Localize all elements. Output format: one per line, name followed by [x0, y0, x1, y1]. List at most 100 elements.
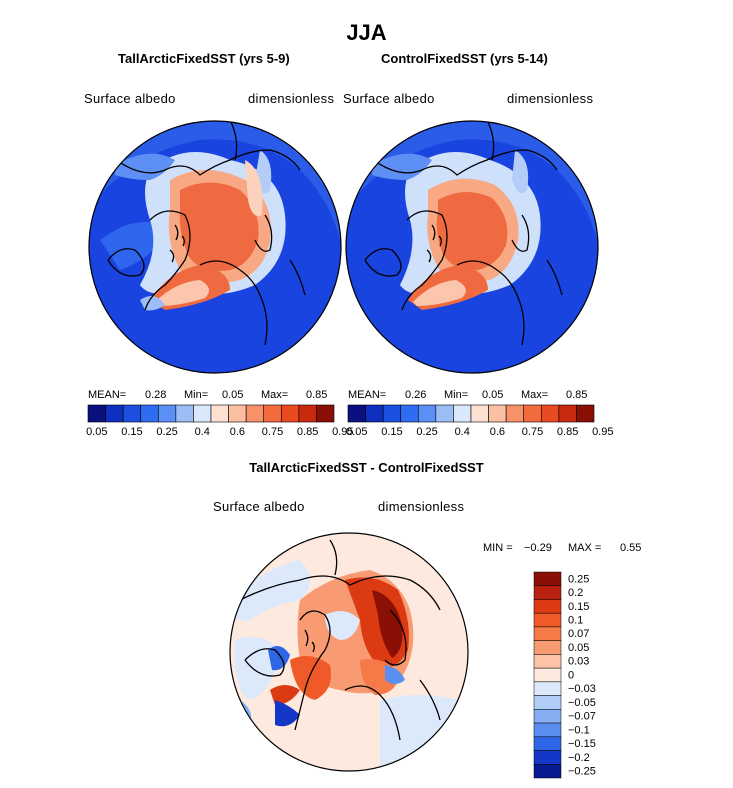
difference-colorbar-swatch — [533, 612, 562, 628]
colorbar-left-tick-label: 0.15 — [121, 426, 142, 438]
right-min-label: Min= — [444, 389, 469, 401]
difference-colorbar-swatch — [533, 681, 562, 696]
difference-colorbar-label: 0.03 — [568, 656, 589, 668]
colorbar-left-swatch — [175, 404, 194, 423]
figure-title: JJA — [346, 20, 387, 45]
difference-colorbar-label: −0.1 — [568, 724, 590, 736]
difference-colorbar-swatch — [533, 709, 562, 724]
colorbar-left-swatch — [87, 404, 106, 423]
panel-left-field: Surface albedo — [84, 91, 176, 106]
colorbar-left-swatch — [316, 404, 335, 423]
difference-colorbar-swatch — [533, 722, 562, 738]
panel-right-units: dimensionless — [507, 91, 594, 106]
difference-min-value: −0.29 — [524, 542, 552, 554]
left-max-value: 0.85 — [306, 389, 328, 401]
panel-right-field: Surface albedo — [343, 91, 435, 106]
colorbar-right-swatch — [470, 404, 489, 423]
left-mean-value: 0.28 — [145, 389, 167, 401]
difference-colorbar-swatch — [533, 626, 562, 641]
colorbar-right-tick-label: 0.05 — [346, 426, 367, 438]
colorbar-right-swatch — [417, 404, 437, 423]
panel-right-title: ControlFixedSST (yrs 5-14) — [381, 51, 548, 66]
difference-colorbar-label: −0.15 — [568, 738, 596, 750]
colorbar-left-tick-label: 0.85 — [297, 426, 318, 438]
difference-colorbar-label: 0.2 — [568, 587, 583, 599]
left-min-value: 0.05 — [222, 389, 244, 401]
difference-colorbar-label: 0.15 — [568, 601, 589, 613]
colorbar-right-tick-label: 0.75 — [522, 426, 543, 438]
right-mean-value: 0.26 — [405, 389, 427, 401]
colorbar-left-tick-label: 0.4 — [195, 426, 210, 438]
right-max-label: Max= — [521, 389, 549, 401]
difference-colorbar-swatch — [533, 695, 562, 710]
colorbar-left-swatch — [298, 404, 317, 423]
panel-left-title: TallArcticFixedSST (yrs 5-9) — [118, 51, 290, 66]
difference-colorbar-label: 0.25 — [568, 573, 589, 585]
colorbar-right-swatch — [540, 404, 560, 423]
difference-colorbar-swatch — [533, 750, 562, 765]
colorbar-left-swatch — [280, 404, 300, 423]
colorbar-right-swatch — [488, 404, 507, 423]
difference-colorbar-swatch — [533, 585, 562, 600]
colorbar-left: 0.05 0.15 0.25 0.4 0.6 0.75 0.85 0.95 — [86, 404, 353, 438]
right-polar-map — [345, 120, 599, 374]
colorbar-right-swatch — [576, 404, 595, 423]
difference-max-label: MAX = — [568, 542, 602, 554]
difference-colorbar-label: −0.07 — [568, 711, 596, 723]
right-min-value: 0.05 — [482, 389, 504, 401]
colorbar-left-swatch — [228, 404, 247, 423]
left-mean-label: MEAN= — [88, 389, 127, 401]
colorbar-right-tick-label: 0.25 — [416, 426, 437, 438]
colorbar-right-swatch — [558, 404, 577, 423]
colorbar-right-swatch — [435, 404, 454, 423]
difference-polar-map — [229, 532, 469, 772]
colorbar-left-tick-label: 0.05 — [86, 426, 107, 438]
difference-colorbar-label: 0 — [568, 669, 574, 681]
left-polar-map — [88, 120, 342, 374]
colorbar-right-tick-label: 0.15 — [381, 426, 402, 438]
colorbar-right-tick-label: 0.95 — [592, 426, 613, 438]
difference-colorbar-swatch — [533, 640, 562, 655]
difference-units: dimensionless — [378, 499, 465, 514]
right-max-value: 0.85 — [566, 389, 588, 401]
difference-colorbar-swatch — [533, 736, 562, 751]
difference-colorbar-label: −0.05 — [568, 697, 596, 709]
difference-colorbar-swatch — [533, 667, 562, 683]
difference-colorbar-label: −0.03 — [568, 683, 596, 695]
colorbar-right: 0.05 0.15 0.25 0.4 0.6 0.75 0.85 0.95 — [346, 404, 613, 438]
colorbar-left-tick-label: 0.95 — [332, 426, 353, 438]
difference-colorbar-label: 0.05 — [568, 642, 589, 654]
colorbar-left-tick-label: 0.75 — [262, 426, 283, 438]
colorbar-right-swatch — [453, 404, 472, 423]
colorbar-left-swatch — [245, 404, 265, 423]
colorbar-left-swatch — [193, 404, 212, 423]
colorbar-left-tick-label: 0.25 — [156, 426, 177, 438]
difference-colorbar-swatch — [533, 599, 562, 614]
difference-colorbar-swatch — [533, 764, 562, 779]
difference-title: TallArcticFixedSST - ControlFixedSST — [249, 460, 484, 475]
colorbar-right-tick-label: 0.4 — [455, 426, 470, 438]
panel-left-units: dimensionless — [248, 91, 335, 106]
colorbar-right-swatch — [523, 404, 542, 423]
left-max-label: Max= — [261, 389, 289, 401]
difference-colorbar-swatch — [533, 571, 562, 586]
difference-field: Surface albedo — [213, 499, 305, 514]
difference-min-label: MIN = — [483, 542, 513, 554]
left-min-label: Min= — [184, 389, 209, 401]
colorbar-left-tick-label: 0.6 — [230, 426, 245, 438]
difference-colorbar-label: −0.25 — [568, 766, 596, 778]
colorbar-right-swatch — [365, 404, 384, 423]
colorbar-left-swatch — [140, 404, 159, 423]
colorbar-right-swatch — [382, 404, 402, 423]
colorbar-right-tick-label: 0.6 — [490, 426, 505, 438]
colorbar-right-swatch — [505, 404, 525, 423]
colorbar-right-swatch — [347, 404, 366, 423]
difference-colorbar-label: 0.1 — [568, 615, 583, 627]
difference-max-value: 0.55 — [620, 542, 642, 554]
difference-colorbar-swatch — [533, 654, 562, 669]
colorbar-left-swatch — [122, 404, 142, 423]
difference-colorbar-label: 0.07 — [568, 628, 589, 640]
difference-colorbar: 0.25 0.2 0.15 0.10.07 0.05 0.030 −0.03 −0.05 −0.… — [533, 571, 596, 779]
difference-colorbar-label: −0.2 — [568, 752, 590, 764]
